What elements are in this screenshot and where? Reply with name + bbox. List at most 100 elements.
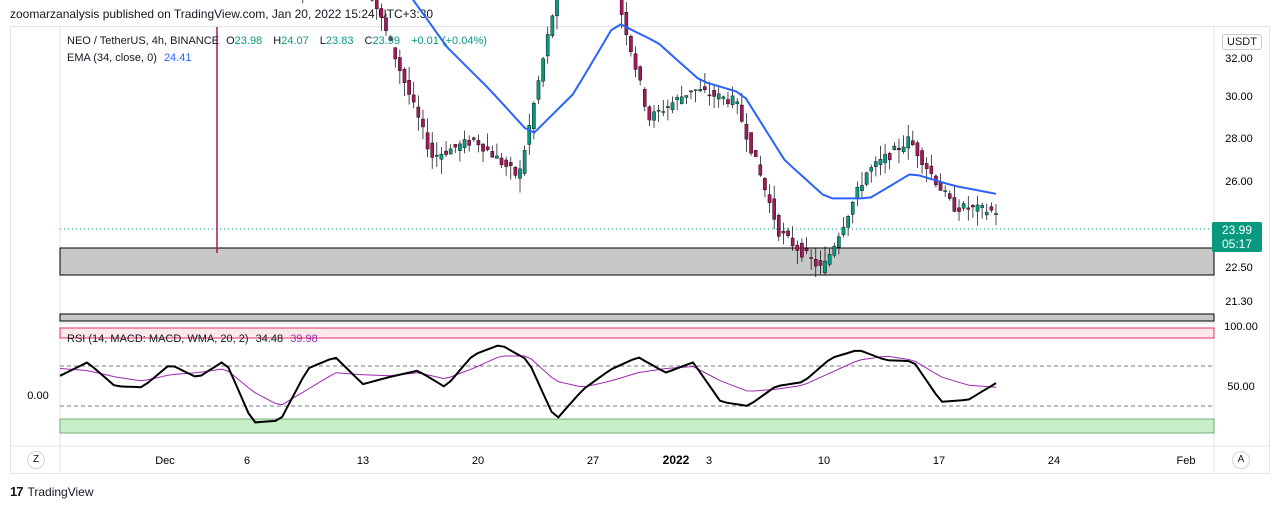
time-tick: 27 (587, 455, 599, 467)
candle (800, 242, 804, 258)
candle (633, 53, 638, 70)
candle (504, 159, 508, 167)
candle (841, 226, 846, 236)
candle (495, 155, 499, 159)
price-tick: 26.00 (1225, 176, 1253, 188)
candle (448, 148, 453, 155)
candle (740, 104, 744, 122)
candle (804, 248, 809, 252)
candle (938, 181, 943, 191)
candle (513, 167, 518, 176)
currency-unit-button[interactable]: USDT (1222, 34, 1262, 50)
candle (666, 106, 670, 108)
candle (467, 140, 471, 146)
candle (661, 111, 666, 113)
candle (444, 150, 448, 155)
candle (874, 161, 878, 167)
rsi-tick: 50.00 (1227, 381, 1255, 393)
candle (920, 150, 924, 165)
candle (430, 142, 435, 158)
candle (545, 34, 550, 57)
candles-group (216, 0, 998, 278)
candle (541, 58, 545, 82)
auto-scale-button[interactable]: A (1232, 451, 1250, 469)
candle (924, 163, 929, 169)
candle (943, 190, 947, 192)
candle (689, 90, 693, 93)
chart-frame (10, 26, 1270, 474)
candle (952, 197, 957, 212)
candle (652, 111, 656, 121)
candle (374, 0, 379, 10)
candle (818, 260, 823, 266)
last-price-label: 23.99 05:17 (1212, 222, 1262, 252)
candle (776, 215, 781, 237)
candle (490, 151, 495, 158)
ema-label: EMA (34, close, 0) (67, 52, 157, 64)
candle (813, 259, 818, 267)
candle (869, 167, 874, 172)
candle (550, 15, 555, 37)
publish-header: zoomarzanalysis published on TradingView… (10, 7, 434, 21)
time-tick-year: 2022 (663, 453, 690, 467)
candle (790, 237, 795, 247)
candle (781, 230, 786, 234)
symbol-label: NEO / TetherUS, 4h, BINANCE (67, 35, 220, 47)
candle (883, 154, 887, 164)
candle (439, 153, 444, 160)
ema-value: 24.41 (163, 52, 192, 64)
candle (772, 198, 776, 220)
rsi-label: RSI (14, MACD: MACD, WMA, 20, 2) (67, 333, 249, 345)
time-tick: Dec (155, 455, 175, 467)
price-tick: 22.50 (1225, 262, 1253, 274)
candle (786, 230, 790, 236)
candle (384, 17, 388, 31)
candle (864, 172, 869, 185)
candle (846, 215, 850, 228)
ema-legend: EMA (34, close, 0) 24.41 (67, 52, 195, 64)
rsi-ma-line (59, 355, 997, 406)
candle (393, 47, 398, 60)
candle (508, 162, 513, 166)
zoom-button[interactable]: Z (27, 451, 45, 469)
rsi-value: 34.48 (255, 333, 284, 345)
last-price-value: 23.99 (1221, 223, 1253, 237)
candle (642, 88, 647, 107)
candle (675, 97, 679, 100)
candle (855, 187, 860, 199)
rsi-tick: 100.00 (1224, 321, 1258, 333)
candle (411, 94, 416, 103)
candle (435, 154, 439, 157)
close-value: 23.99 (372, 35, 400, 47)
candle (624, 12, 629, 36)
candle (827, 254, 832, 265)
candle (421, 118, 425, 128)
candle (911, 140, 915, 145)
candle (984, 211, 989, 216)
support-zone (59, 247, 1215, 276)
low-value: 23.83 (325, 35, 354, 47)
candle (707, 94, 712, 97)
candle (901, 146, 906, 152)
candle (555, 0, 559, 17)
rsi-oversold-band (59, 418, 1215, 434)
candle (837, 236, 841, 248)
candle (670, 102, 675, 111)
candle (763, 178, 767, 191)
rsi-legend: RSI (14, MACD: MACD, WMA, 20, 2) 34.48 3… (67, 333, 322, 345)
candle (971, 205, 975, 208)
candle (476, 140, 481, 146)
candle (656, 109, 661, 112)
candle (749, 132, 753, 154)
price-tick: 21.30 (1225, 296, 1253, 308)
candle (744, 123, 749, 140)
candle (892, 145, 897, 150)
candle (735, 101, 740, 104)
candle (712, 90, 716, 97)
time-tick: 3 (706, 455, 712, 467)
lower-zone (59, 313, 1215, 322)
candle (975, 204, 980, 212)
candle (832, 245, 837, 256)
candle (532, 102, 536, 130)
